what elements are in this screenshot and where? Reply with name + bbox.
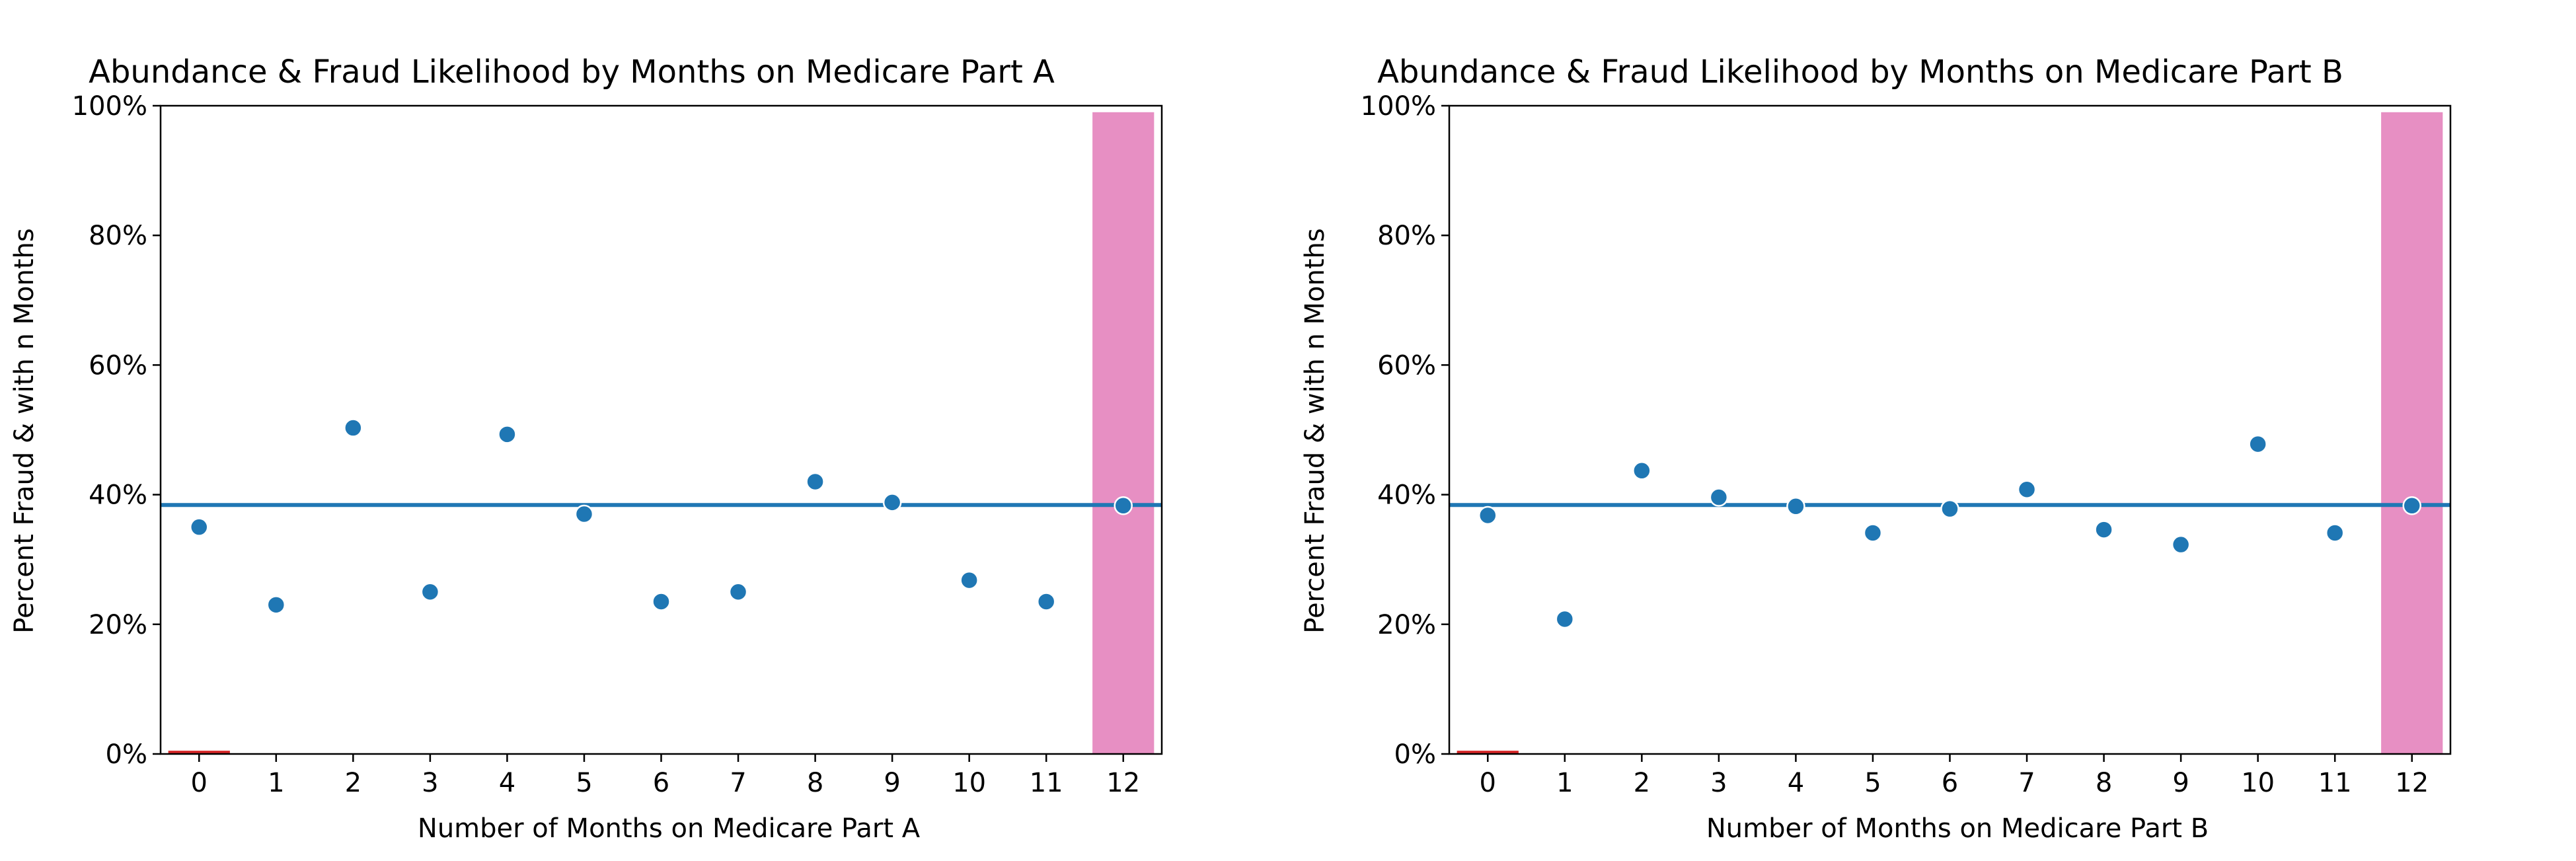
axes-frame [159, 104, 1163, 755]
point [1555, 609, 1575, 629]
x-tick-label: 6 [653, 768, 669, 798]
point [1478, 505, 1497, 525]
x-axis-label: Number of Months on Medicare Part B [1706, 813, 2209, 844]
y-tick-label: 80% [89, 221, 147, 251]
x-tick-label: 4 [1788, 768, 1804, 798]
point [1632, 461, 1651, 480]
point [1709, 488, 1729, 507]
point [2171, 535, 2191, 554]
y-tick-label: 0% [1394, 739, 1436, 770]
bar [168, 751, 230, 754]
point [2094, 520, 2113, 539]
chart-part-b: Abundance & Fraud Likelihood by Months o… [1300, 54, 2452, 844]
y-tick-label: 40% [1377, 480, 1436, 511]
x-tick-label: 3 [1710, 768, 1727, 798]
x-tick-label: 9 [2172, 768, 2189, 798]
axes-frame [1448, 104, 2452, 755]
x-tick-label: 11 [2318, 768, 2352, 798]
bar [2381, 112, 2443, 754]
x-tick-label: 7 [2018, 768, 2035, 798]
y-tick-label: 60% [89, 350, 147, 381]
chart-title: Abundance & Fraud Likelihood by Months o… [1377, 54, 2343, 91]
plot-area-part-b: 0 1 2 3 4 5 6 7 8 9 10 11 120%20%40%60%80%100% [1361, 91, 2452, 798]
point [190, 517, 209, 537]
x-tick-label: 0 [1480, 768, 1496, 798]
y-tick-label: 80% [1377, 221, 1436, 251]
y-tick-label: 20% [89, 610, 147, 640]
point [652, 592, 671, 611]
y-tick-label: 40% [89, 480, 147, 511]
x-tick-label: 12 [1106, 768, 1140, 798]
y-tick-label: 20% [1377, 610, 1436, 640]
x-tick-label: 0 [191, 768, 208, 798]
bar [1092, 112, 1155, 754]
point [2402, 496, 2421, 515]
chart-title: Abundance & Fraud Likelihood by Months o… [89, 54, 1055, 91]
y-axis-label: Percent Fraud & with n Months [1300, 228, 1330, 634]
point [1036, 592, 1056, 611]
chart-part-a: Abundance & Fraud Likelihood by Months o… [9, 54, 1163, 844]
x-tick-label: 2 [345, 768, 361, 798]
point [2248, 434, 2267, 454]
point [1786, 497, 1805, 516]
x-tick-label: 9 [884, 768, 900, 798]
x-tick-label: 1 [1556, 768, 1573, 798]
point [960, 570, 979, 590]
x-tick-label: 5 [1864, 768, 1881, 798]
bar [1457, 751, 1519, 754]
x-tick-label: 7 [730, 768, 746, 798]
point [574, 504, 594, 524]
x-tick-label: 11 [1030, 768, 1063, 798]
plot-area-part-a: 0 1 2 3 4 5 6 7 8 9 10 11 120%20%40%60%80%100% [72, 91, 1163, 798]
y-tick-label: 0% [106, 739, 147, 770]
point [344, 418, 363, 437]
point [2325, 523, 2345, 543]
x-tick-label: 8 [807, 768, 823, 798]
point [1940, 499, 1959, 519]
x-tick-label: 2 [1634, 768, 1650, 798]
point [420, 582, 440, 601]
x-tick-label: 12 [2395, 768, 2429, 798]
point [728, 582, 748, 601]
point [806, 472, 825, 492]
x-tick-label: 5 [576, 768, 592, 798]
x-tick-label: 8 [2096, 768, 2112, 798]
point [2017, 480, 2037, 500]
x-axis-label: Number of Months on Medicare Part A [418, 813, 921, 844]
y-tick-label: 100% [72, 91, 147, 122]
y-axis-label: Percent Fraud & with n Months [9, 228, 40, 634]
point [266, 595, 286, 615]
y-tick-label: 60% [1377, 350, 1436, 381]
point [498, 425, 517, 444]
x-tick-label: 10 [2241, 768, 2275, 798]
point [1863, 523, 1883, 543]
y-tick-label: 100% [1361, 91, 1436, 122]
x-tick-label: 6 [1942, 768, 1958, 798]
x-tick-label: 4 [499, 768, 515, 798]
x-tick-label: 10 [952, 768, 986, 798]
point [1114, 496, 1133, 515]
x-tick-label: 3 [422, 768, 438, 798]
x-tick-label: 1 [268, 768, 284, 798]
point [882, 493, 902, 512]
